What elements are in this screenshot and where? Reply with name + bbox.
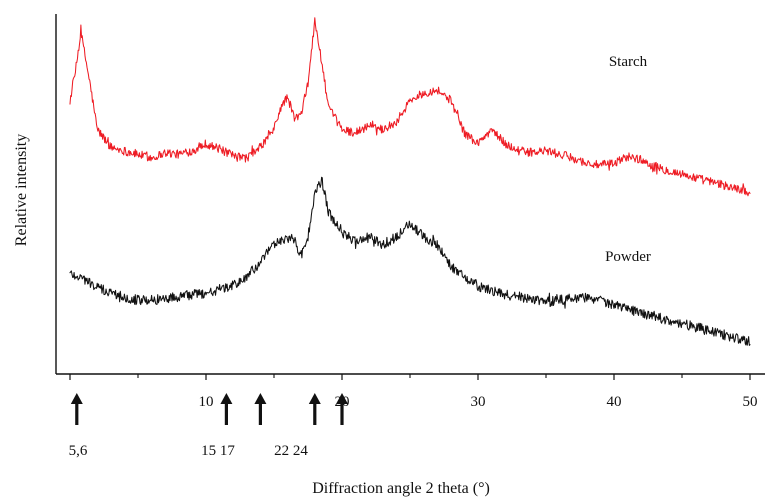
x-tick-label: 40: [607, 394, 622, 410]
annotation-labels: 5,6 15 17 22 24: [69, 443, 309, 459]
powder-label: Powder: [605, 249, 651, 265]
annotation-arrows: [70, 393, 348, 425]
powder-series-line: [69, 176, 751, 346]
starch-series-line: [69, 17, 751, 197]
x-tick-label: 30: [471, 394, 486, 410]
annotation-arrow: [220, 393, 233, 425]
annotation-label: 22 24: [274, 443, 308, 459]
series-layer: [69, 17, 751, 346]
annotation-label: 5,6: [69, 443, 88, 459]
x-tick-label: 50: [743, 394, 758, 410]
series-labels: Starch Powder: [605, 54, 651, 265]
starch-label: Starch: [609, 54, 648, 70]
annotation-arrow: [308, 393, 321, 425]
y-axis-label: Relative intensity: [13, 134, 30, 246]
x-axis-label: Diffraction angle 2 theta (°): [312, 480, 490, 497]
x-tick-labels: 1020304050: [199, 394, 758, 410]
annotation-arrow: [254, 393, 267, 425]
x-tick-label: 10: [199, 394, 214, 410]
x-ticks: [69, 374, 751, 380]
annotation-arrow: [70, 393, 83, 425]
annotation-label: 15 17: [201, 443, 235, 459]
annotation-arrow: [336, 393, 348, 425]
